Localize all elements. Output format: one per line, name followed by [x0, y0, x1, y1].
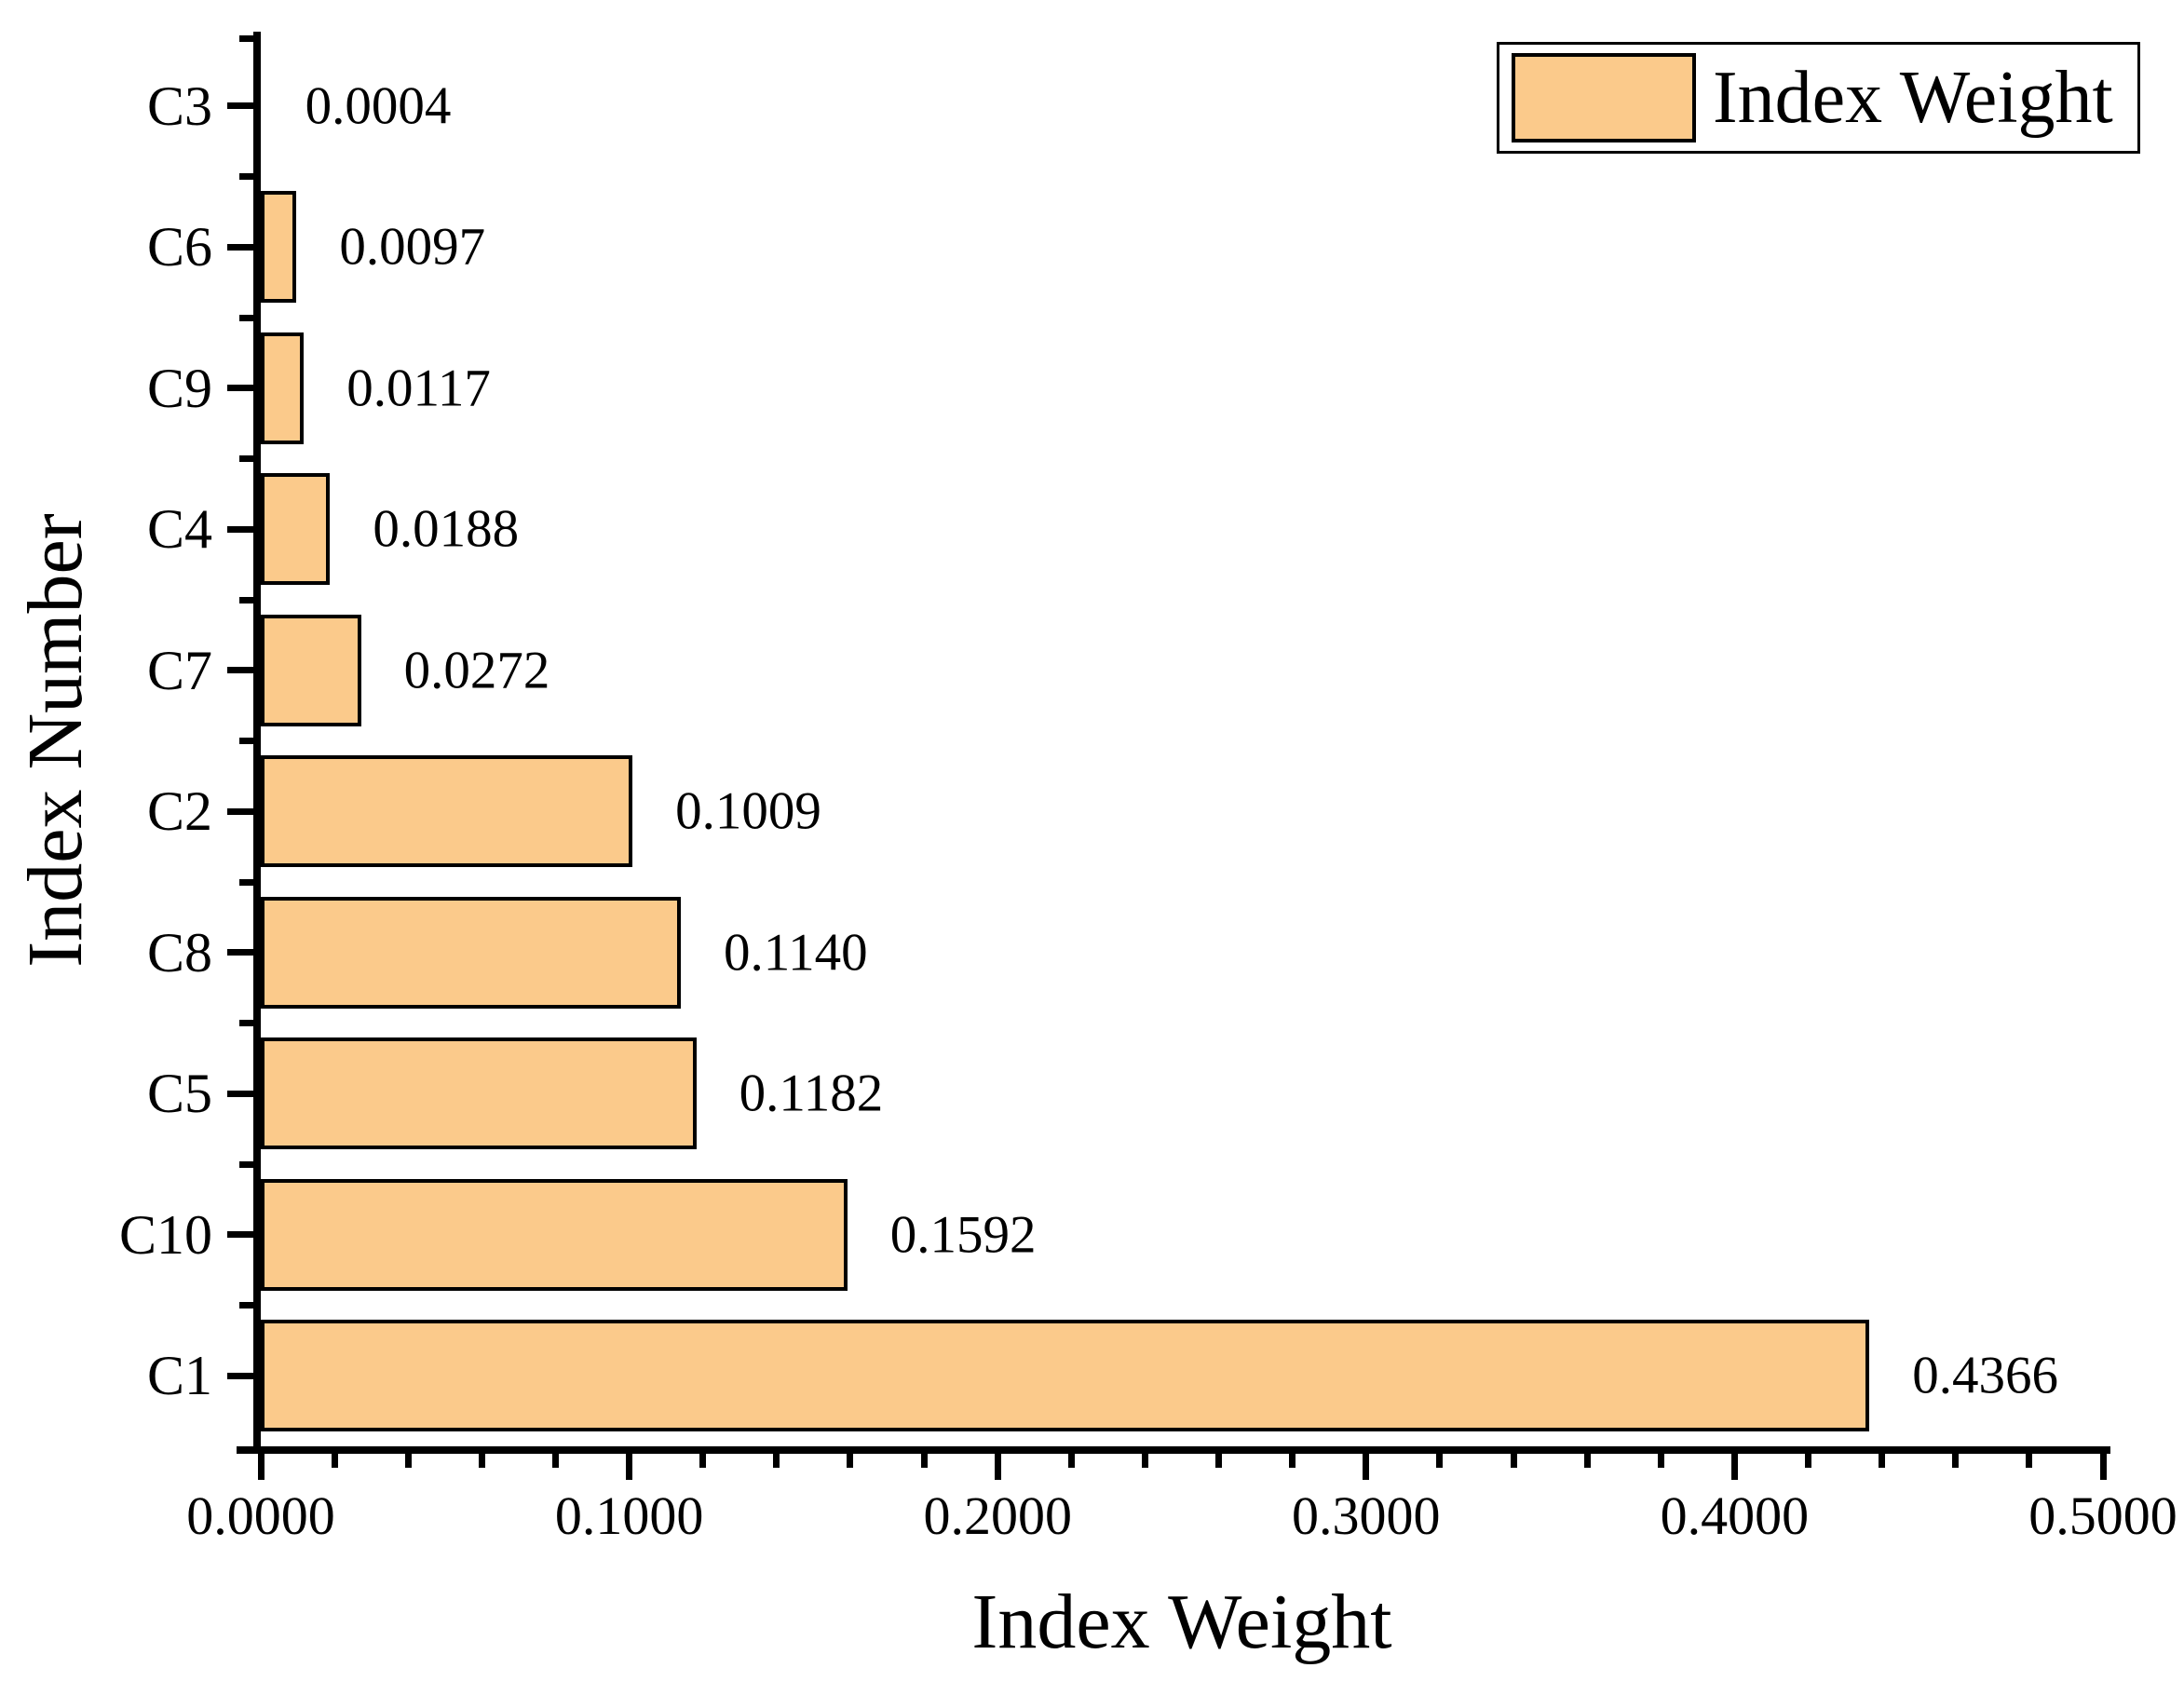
- x-tick-label: 0.4000: [1660, 1485, 1810, 1546]
- y-category-label: C9: [146, 357, 212, 419]
- legend-label: Index Weight: [1713, 57, 2113, 139]
- x-minor-tick: [773, 1454, 780, 1468]
- y-axis-line: [253, 32, 261, 1454]
- y-category-label: C7: [146, 639, 212, 701]
- x-minor-tick: [847, 1454, 854, 1468]
- bar-value-label: 0.0188: [373, 499, 520, 559]
- x-minor-tick: [1879, 1454, 1886, 1468]
- x-major-tick: [1363, 1454, 1370, 1480]
- y-minor-tick: [239, 1302, 253, 1309]
- y-major-tick: [227, 243, 253, 251]
- y-category-label: C6: [146, 216, 212, 278]
- legend: Index Weight: [1497, 42, 2140, 154]
- x-minor-tick: [920, 1454, 928, 1468]
- y-category-label: C3: [146, 75, 212, 137]
- x-minor-tick: [1510, 1454, 1517, 1468]
- y-category-label: C4: [146, 498, 212, 561]
- y-minor-tick: [239, 314, 253, 321]
- y-category-label: C2: [146, 780, 212, 843]
- bar-value-label: 0.0004: [305, 76, 452, 136]
- y-minor-tick: [239, 596, 253, 603]
- bar: [261, 1178, 848, 1291]
- y-major-tick: [227, 525, 253, 533]
- x-minor-tick: [331, 1454, 338, 1468]
- bar-value-label: 0.0097: [339, 217, 486, 277]
- y-minor-tick: [239, 1020, 253, 1026]
- bar: [261, 1037, 697, 1150]
- y-major-tick: [227, 1090, 253, 1097]
- bar-value-label: 0.0272: [403, 641, 550, 700]
- bar: [261, 1320, 1870, 1432]
- bar-value-label: 0.1592: [889, 1205, 1037, 1265]
- y-major-tick: [227, 949, 253, 956]
- bar-value-label: 0.1140: [723, 923, 868, 983]
- x-tick-label: 0.1000: [554, 1485, 704, 1546]
- bar: [261, 896, 681, 1009]
- x-minor-tick: [1657, 1454, 1664, 1468]
- y-category-label: C8: [146, 921, 212, 983]
- bar: [261, 332, 305, 444]
- x-minor-tick: [478, 1454, 485, 1468]
- bar-value-label: 0.1009: [675, 781, 821, 841]
- bar-value-label: 0.4366: [1912, 1346, 2058, 1405]
- y-major-tick: [227, 1231, 253, 1239]
- x-tick-label: 0.0000: [186, 1485, 335, 1546]
- bar: [261, 755, 633, 868]
- x-tick-label: 0.3000: [1292, 1485, 1441, 1546]
- bar: [261, 191, 297, 304]
- y-minor-tick: [239, 173, 253, 180]
- y-major-tick: [227, 385, 253, 392]
- bar-value-label: 0.1182: [739, 1064, 884, 1123]
- y-major-tick: [227, 1372, 253, 1379]
- x-axis-title: Index Weight: [971, 1579, 1392, 1665]
- x-minor-tick: [1067, 1454, 1075, 1468]
- y-major-tick: [227, 102, 253, 110]
- x-minor-tick: [1583, 1454, 1591, 1468]
- y-minor-tick: [239, 738, 253, 744]
- x-minor-tick: [1952, 1454, 1960, 1468]
- legend-swatch: [1512, 53, 1696, 142]
- x-major-tick: [626, 1454, 633, 1480]
- x-minor-tick: [1141, 1454, 1148, 1468]
- x-minor-tick: [699, 1454, 707, 1468]
- bar: [261, 614, 361, 726]
- y-minor-tick: [239, 35, 253, 42]
- y-minor-tick: [239, 1160, 253, 1168]
- y-major-tick: [227, 667, 253, 674]
- x-tick-label: 0.2000: [923, 1485, 1072, 1546]
- y-minor-tick: [239, 455, 253, 462]
- bar: [261, 473, 331, 586]
- x-major-tick: [2099, 1454, 2107, 1480]
- y-category-label: C5: [146, 1063, 212, 1125]
- x-minor-tick: [1805, 1454, 1812, 1468]
- bar-value-label: 0.0117: [346, 359, 491, 418]
- y-category-label: C10: [118, 1203, 212, 1266]
- x-major-tick: [257, 1454, 265, 1480]
- x-minor-tick: [1215, 1454, 1223, 1468]
- x-tick-label: 0.5000: [2028, 1485, 2177, 1546]
- x-minor-tick: [2026, 1454, 2033, 1468]
- x-major-tick: [994, 1454, 1001, 1480]
- x-minor-tick: [404, 1454, 412, 1468]
- y-major-tick: [227, 807, 253, 815]
- x-minor-tick: [1436, 1454, 1444, 1468]
- x-minor-tick: [1289, 1454, 1296, 1468]
- x-minor-tick: [551, 1454, 559, 1468]
- x-major-tick: [1730, 1454, 1738, 1480]
- y-category-label: C1: [146, 1345, 212, 1407]
- x-axis-line: [237, 1446, 2110, 1454]
- y-minor-tick: [239, 878, 253, 886]
